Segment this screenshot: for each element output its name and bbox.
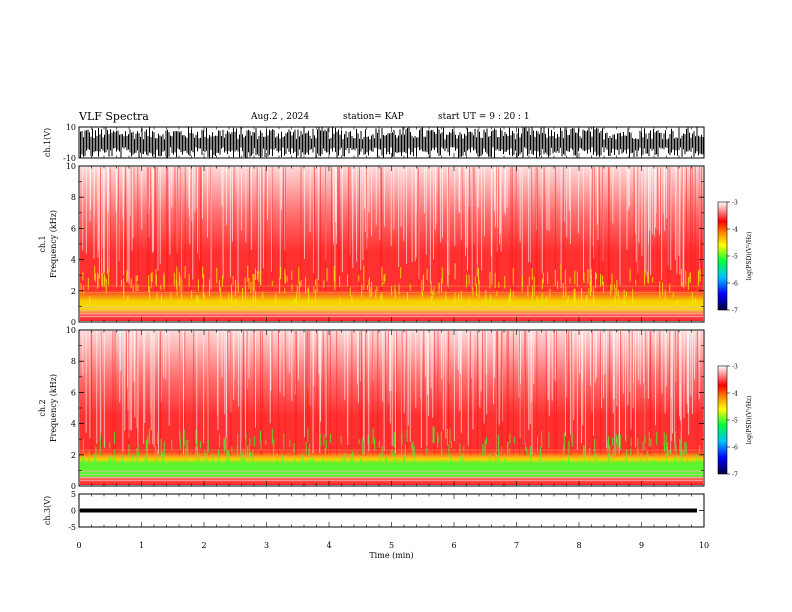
colorbar-tick-label: -3 [732, 200, 738, 207]
y-axis-label: Frequency (kHz) [49, 210, 58, 278]
y-tick-label: 6 [71, 224, 76, 233]
ch1-waveform-trace [78, 127, 704, 158]
ch1-spectrogram-lowband [80, 263, 701, 307]
x-tick-label: 6 [451, 541, 456, 550]
ch1-colorbar [717, 201, 728, 311]
y-axis-label: ch.3(V) [43, 496, 52, 525]
x-tick-label: 3 [264, 541, 269, 550]
colorbar-tick-label: -4 [732, 227, 738, 234]
y-axis-label: ch.2 [38, 399, 47, 416]
date-label: Aug.2 , 2024 [251, 112, 310, 122]
x-tick-label: 7 [514, 541, 519, 550]
x-tick-label: 10 [699, 541, 709, 550]
y-tick-label: 0 [71, 318, 76, 327]
colorbar-label: log(PSD)(V²/Hz) [746, 232, 753, 281]
colorbar-tick-label: -7 [732, 472, 738, 479]
y-tick-label: 10 [66, 123, 76, 132]
colorbar-tick-label: -4 [732, 391, 738, 398]
ch3-trace [80, 508, 697, 513]
x-tick-label: 9 [639, 541, 644, 550]
y-tick-label: -10 [63, 154, 76, 163]
y-tick-label: 4 [71, 256, 76, 265]
y-tick-label: 10 [66, 162, 76, 171]
y-tick-label: 0 [71, 482, 76, 491]
x-tick-label: 4 [326, 541, 331, 550]
ch2-spectrogram-emissions [90, 331, 698, 455]
x-axis-label: Time (min) [369, 551, 413, 560]
ch2-colorbar [717, 365, 728, 475]
y-axis-label: ch.1(V) [43, 128, 52, 157]
y-tick-label: 8 [71, 193, 76, 202]
y-tick-label: 2 [71, 451, 76, 460]
y-tick-label: 5 [71, 490, 76, 499]
x-tick-label: 8 [576, 541, 581, 550]
ch1-spectrogram-emissions [100, 167, 702, 291]
x-tick-label: 1 [139, 541, 144, 550]
colorbar-label: log(PSD)(V²/Hz) [746, 396, 753, 445]
start-time-label: start UT = 9 : 20 : 1 [438, 112, 530, 122]
y-tick-label: 2 [71, 287, 76, 296]
y-tick-label: 8 [71, 357, 76, 366]
station-label: station= KAP [343, 112, 404, 122]
x-tick-label: 5 [389, 541, 394, 550]
colorbar-tick-label: -5 [732, 254, 738, 261]
y-tick-label: 10 [66, 326, 76, 335]
y-tick-label: 0 [71, 507, 76, 516]
figure-title: VLF Spectra [79, 110, 149, 123]
y-tick-label: -5 [68, 523, 76, 532]
colorbar-tick-label: -6 [732, 445, 738, 452]
colorbar-tick-label: -6 [732, 281, 738, 288]
colorbar-tick-label: -7 [732, 308, 738, 315]
colorbar-tick-label: -5 [732, 418, 738, 425]
y-axis-label: Frequency (kHz) [49, 374, 58, 442]
x-tick-label: 2 [201, 541, 206, 550]
y-tick-label: 4 [71, 420, 76, 429]
x-tick-label: 0 [76, 541, 81, 550]
y-axis-label: ch.1 [38, 235, 47, 252]
y-tick-label: 6 [71, 388, 76, 397]
colorbar-tick-label: -3 [732, 364, 738, 371]
